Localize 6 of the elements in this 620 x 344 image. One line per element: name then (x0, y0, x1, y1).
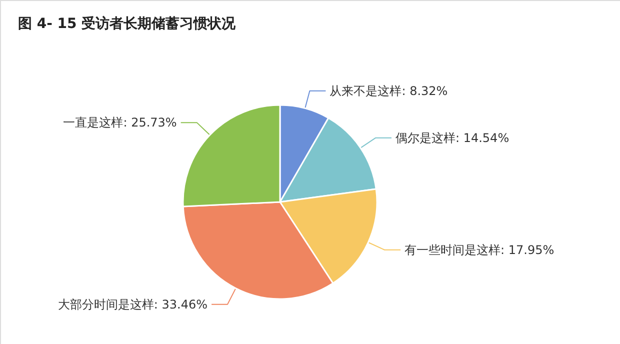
chart-title: 图 4- 15 受访者长期储蓄习惯状况 (18, 15, 237, 32)
slice-label: 大部分时间是这样: 33.46% (58, 297, 208, 312)
slice-label: 一直是这样: 25.73% (63, 116, 177, 130)
slice-label: 偶尔是这样: 14.54% (395, 130, 510, 145)
slice-label: 有一些时间是这样: 17.95% (404, 242, 554, 257)
slice-label: 从来不是这样: 8.32% (330, 84, 448, 98)
